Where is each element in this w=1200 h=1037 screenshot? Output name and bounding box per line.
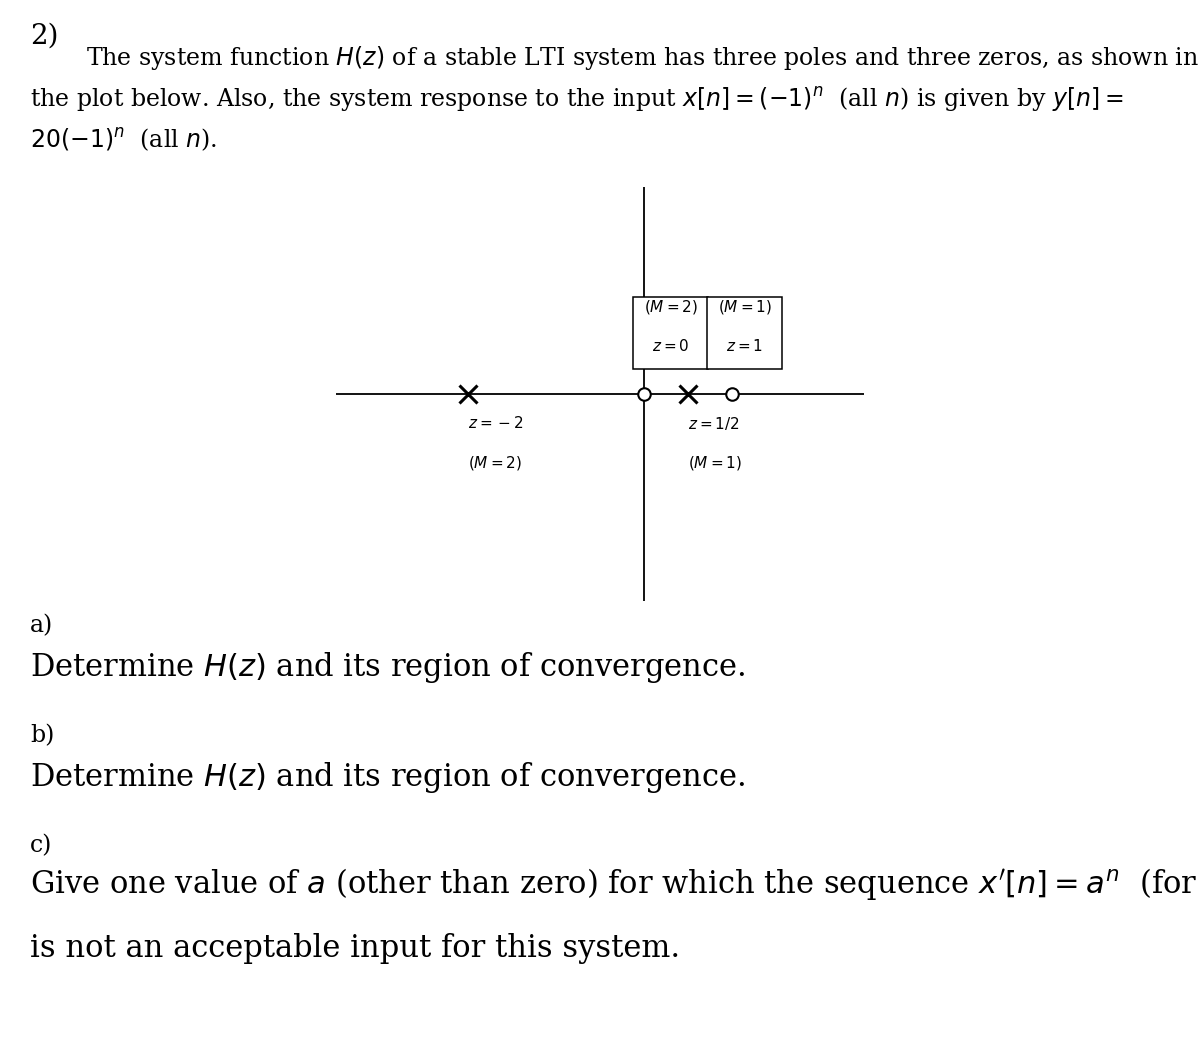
Text: $(M = 1)$: $(M = 1)$ bbox=[688, 454, 742, 472]
FancyBboxPatch shape bbox=[707, 298, 782, 369]
Text: The system function $H(z)$ of a stable LTI system has three poles and three zero: The system function $H(z)$ of a stable L… bbox=[86, 44, 1200, 72]
Text: $(M = 2)$: $(M = 2)$ bbox=[468, 454, 522, 472]
Text: c): c) bbox=[30, 834, 53, 857]
Text: $z = -2$: $z = -2$ bbox=[468, 415, 523, 430]
Text: 2): 2) bbox=[30, 23, 59, 50]
Text: is not an acceptable input for this system.: is not an acceptable input for this syst… bbox=[30, 933, 680, 964]
Text: Determine $H(z)$ and its region of convergence.: Determine $H(z)$ and its region of conve… bbox=[30, 650, 745, 685]
Text: $(M = 2)$: $(M = 2)$ bbox=[643, 298, 698, 316]
Text: $z = 1$: $z = 1$ bbox=[726, 338, 763, 355]
Text: a): a) bbox=[30, 614, 53, 637]
Text: Give one value of $a$ (other than zero) for which the sequence $x'[n] = a^n$  (f: Give one value of $a$ (other than zero) … bbox=[30, 866, 1200, 902]
Text: Determine $H(z)$ and its region of convergence.: Determine $H(z)$ and its region of conve… bbox=[30, 760, 745, 795]
Text: $z = 0$: $z = 0$ bbox=[652, 338, 690, 355]
Text: b): b) bbox=[30, 724, 54, 747]
Text: Page    2   /   2: Page 2 / 2 bbox=[547, 1003, 677, 1021]
Text: $z = 1/2$: $z = 1/2$ bbox=[688, 415, 739, 431]
Text: the plot below. Also, the system response to the input $x[n] = (-1)^n$  (all $n$: the plot below. Also, the system respons… bbox=[30, 85, 1123, 114]
Text: $(M = 1)$: $(M = 1)$ bbox=[718, 298, 772, 316]
FancyBboxPatch shape bbox=[634, 298, 708, 369]
Text: $20(-1)^n$  (all $n$).: $20(-1)^n$ (all $n$). bbox=[30, 127, 217, 155]
